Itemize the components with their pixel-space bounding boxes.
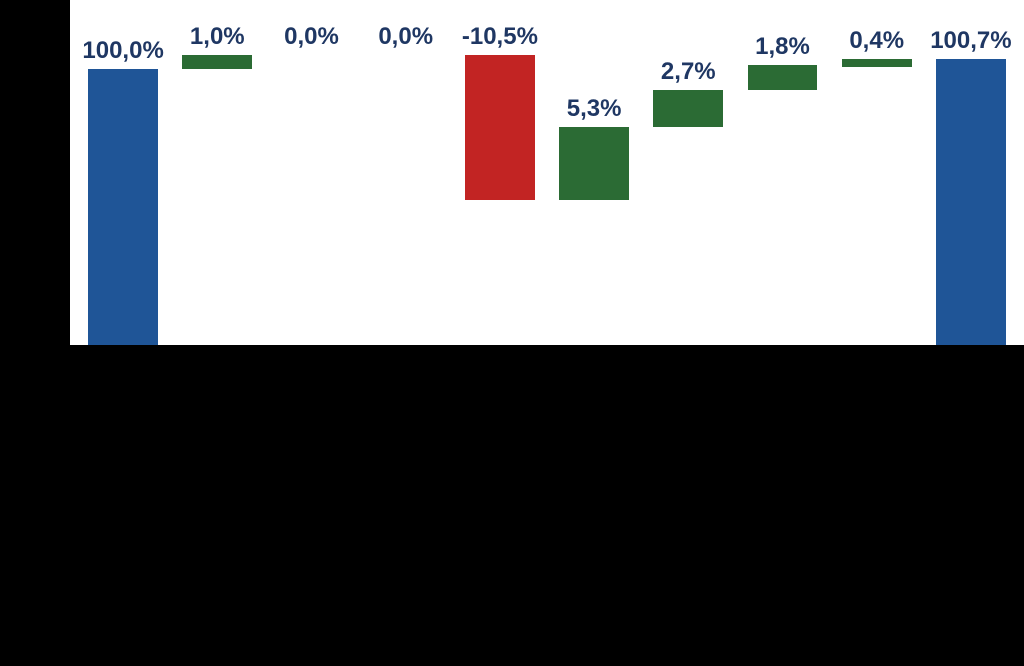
bar-value-label: 0,4% [830, 27, 924, 55]
bar-negative [465, 55, 535, 200]
bar-positive [559, 127, 629, 200]
bar-positive [748, 65, 818, 90]
bar-positive [182, 55, 252, 69]
bar-value-label: 2,7% [641, 58, 735, 86]
bar-value-label: 1,0% [170, 23, 264, 51]
bar-value-label: 1,8% [735, 33, 829, 61]
bar-positive [842, 59, 912, 67]
bar-value-label: 5,3% [547, 95, 641, 123]
bar-value-label: 100,7% [924, 27, 1018, 55]
waterfall-chart: { "canvas": { "width": 1024, "height": 6… [0, 0, 1024, 666]
bar-value-label: 100,0% [76, 37, 170, 65]
bar-value-label: 0,0% [264, 23, 358, 51]
bar-total [88, 69, 158, 345]
bar-value-label: 0,0% [359, 23, 453, 51]
bar-value-label: -10,5% [453, 23, 547, 51]
bar-positive [653, 90, 723, 127]
bar-total [936, 59, 1006, 345]
